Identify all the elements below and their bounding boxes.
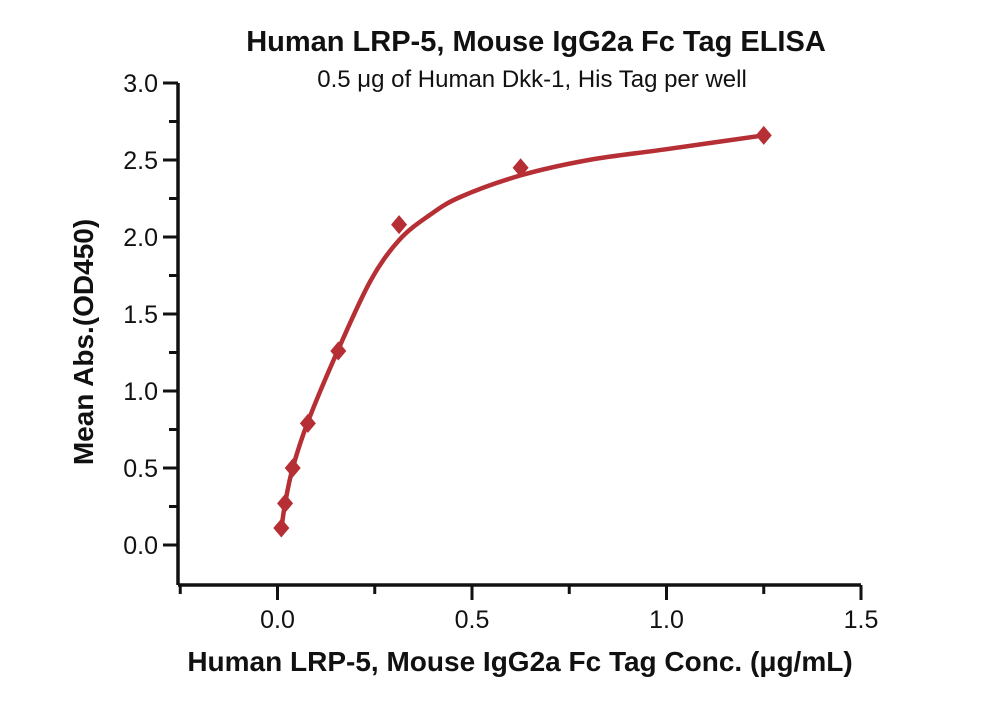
data-point-marker <box>391 215 408 235</box>
y-tick-label: 2.0 <box>123 224 158 252</box>
y-tick-label: 1.5 <box>123 301 158 329</box>
chart-subtitle: 0.5 μg of Human Dkk-1, His Tag per well <box>317 66 747 93</box>
y-tick-label: 2.5 <box>123 147 158 175</box>
x-tick-label: 1.5 <box>844 606 879 634</box>
y-tick-label: 0.5 <box>123 455 158 483</box>
data-point-marker <box>512 158 529 178</box>
y-tick-label: 0.0 <box>123 532 158 560</box>
data-point-marker <box>330 341 347 361</box>
x-axis-label: Human LRP-5, Mouse IgG2a Fc Tag Conc. (μ… <box>187 646 852 677</box>
data-point-marker <box>284 458 301 478</box>
axes: 0.0 0.5 1.0 1.5 0.0 0.5 1.0 1.5 2.0 2.5 3.0 <box>123 70 878 634</box>
y-axis-label: Mean Abs.(OD450) <box>68 219 99 465</box>
fit-curve <box>279 133 767 532</box>
data-point-marker <box>273 518 290 538</box>
x-tick-label: 0.5 <box>455 606 490 634</box>
x-tick-label: 1.0 <box>649 606 684 634</box>
y-tick-label: 1.0 <box>123 378 158 406</box>
data-point-marker <box>277 493 294 513</box>
data-point-marker <box>299 413 316 433</box>
x-tick-label: 0.0 <box>260 606 295 634</box>
data-point-marker <box>755 125 772 145</box>
data-series <box>273 125 772 538</box>
chart-title: Human LRP-5, Mouse IgG2a Fc Tag ELISA <box>246 26 826 58</box>
y-tick-label: 3.0 <box>123 70 158 98</box>
